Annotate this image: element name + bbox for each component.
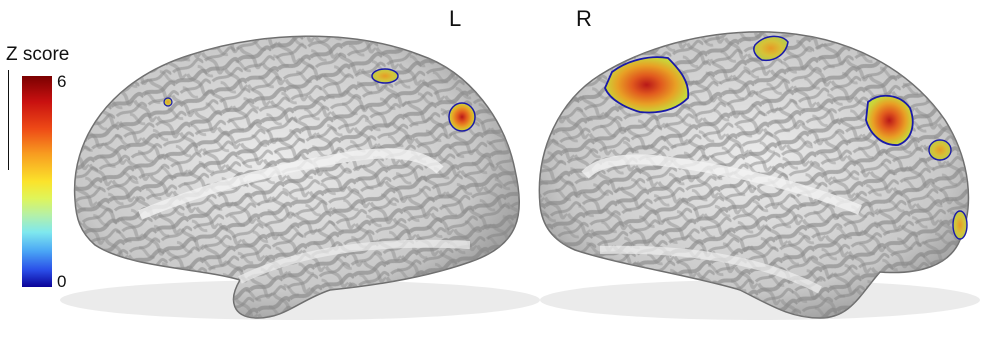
left-cluster-superior <box>371 68 399 84</box>
left-cluster-parietal <box>448 102 476 132</box>
right-cluster-frontal-pole <box>952 210 968 240</box>
colorbar-min-label: 0 <box>57 272 67 291</box>
right-cluster-frontal <box>865 94 914 146</box>
left-cluster-frontal <box>163 97 173 107</box>
right-hemisphere <box>538 31 970 319</box>
right-cluster-superior <box>753 35 789 62</box>
right-cluster-parietal <box>604 56 690 114</box>
colorbar-max-label: 6 <box>57 72 67 91</box>
right-cluster-frontal-small <box>928 139 952 161</box>
left-hemisphere-label: L <box>449 6 462 31</box>
left-hemisphere <box>73 35 520 319</box>
colorbar-title: Z score <box>6 44 70 65</box>
colorbar <box>22 76 52 287</box>
right-hemisphere-label: R <box>576 6 592 31</box>
colorbar-rule <box>8 70 9 170</box>
